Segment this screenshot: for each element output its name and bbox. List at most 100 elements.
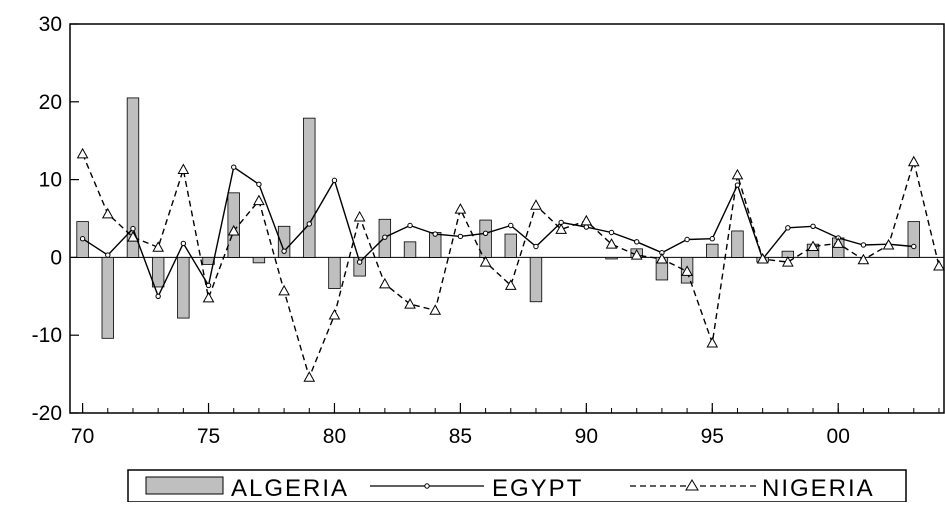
nigeria-point [328,308,341,320]
algeria-bar [605,256,618,260]
egypt-point [180,240,187,247]
nigeria-point [303,371,316,382]
nigeria-point [907,155,920,167]
nigeria-point [76,147,89,159]
nigeria-point [278,284,290,296]
nigeria-point [378,277,391,289]
egypt-point [734,182,741,188]
y-tick-label: 10 [39,169,62,192]
x-tick-label: 80 [323,425,346,448]
series-markers [76,147,945,382]
nigeria-point [479,256,492,267]
nigeria-point [756,252,769,264]
algeria-bar [151,256,165,288]
nigeria-point [429,304,442,315]
algeria-bar [126,97,140,258]
legend-egypt-label: EGYPT [492,475,583,502]
nigeria-point [530,199,542,210]
nigeria-point [101,207,114,219]
nigeria-point [656,252,668,264]
nigeria-point [882,238,895,250]
algeria-bar [529,256,543,303]
legend: ALGERIA EGYPT NIGERIA [127,469,907,503]
egypt-point [256,181,262,187]
algeria-bar [101,256,114,339]
legend-algeria-label: ALGERIA [231,475,349,502]
egypt-point [331,177,338,184]
algeria-bar [731,230,744,258]
nigeria-point [781,256,794,267]
y-axis: -20 -10 0 10 20 30 [32,13,79,425]
nigeria-point [353,210,366,222]
nigeria-point [227,224,240,236]
algeria-bar [353,256,366,277]
egypt-point [810,223,816,229]
egypt-point [457,233,464,240]
nigeria-point [253,194,265,206]
egypt-point [533,243,539,250]
algeria-bar [277,225,291,258]
legend-algeria-swatch [145,476,224,495]
y-tick-label: 30 [39,13,62,36]
algeria-bar [303,117,316,258]
nigeria-point [404,298,416,309]
egypt-point [709,236,715,242]
nigeria-point [605,238,618,249]
series-lines [81,153,940,380]
algeria-bar [479,219,492,258]
algeria-bar [252,256,266,264]
algeria-bar [177,256,190,319]
x-tick-label: 70 [71,425,94,448]
nigeria-point [127,231,139,242]
x-tick-label: 85 [449,425,472,448]
nigeria-point [152,241,165,252]
nigeria-point [832,237,845,248]
nigeria-point [454,203,467,214]
nigeria-point [933,259,945,271]
nigeria-point [681,265,693,276]
nigeria-point [857,253,870,265]
plot-area-frame [69,23,945,414]
egypt-point [684,236,690,243]
egypt-point [382,234,388,240]
nigeria-point [580,214,593,226]
egypt-point [634,239,640,245]
egypt-point [860,242,867,248]
nigeria-point [630,249,643,260]
egypt-point [608,229,615,236]
algeria-bar [328,256,341,289]
legend-nigeria-label: NIGERIA [762,475,875,502]
legend-nigeria-marker [685,479,699,491]
nigeria-point [202,291,215,303]
egypt-point [911,243,917,250]
x-tick-label: 95 [701,425,724,448]
egypt-point [407,222,413,229]
nigeria-point [177,163,190,174]
egypt-point [508,222,514,229]
x-tick-label: 90 [575,425,598,448]
algeria-bar [403,241,417,258]
x-axis: 70 75 80 85 90 95 00 [71,403,940,448]
egypt-point [105,252,111,258]
legend-frame [127,469,907,503]
legend-egypt-marker [424,483,430,489]
x-tick-label: 75 [197,425,220,448]
y-tick-label: 20 [39,91,62,114]
algeria-bar [706,243,719,258]
algeria-bar [907,221,920,258]
egypt-point [432,231,438,237]
egypt-point [155,293,161,299]
egypt-point [306,221,312,227]
nigeria-point [807,240,819,252]
nigeria-point [731,168,744,180]
egypt-point [356,259,363,265]
egypt-point [231,164,237,170]
egypt-point [205,282,212,289]
nigeria-point [706,336,719,348]
x-tick-label: 00 [827,425,850,448]
egypt-point [130,225,136,232]
egypt-point [785,225,791,231]
y-tick-label: -20 [32,402,62,425]
